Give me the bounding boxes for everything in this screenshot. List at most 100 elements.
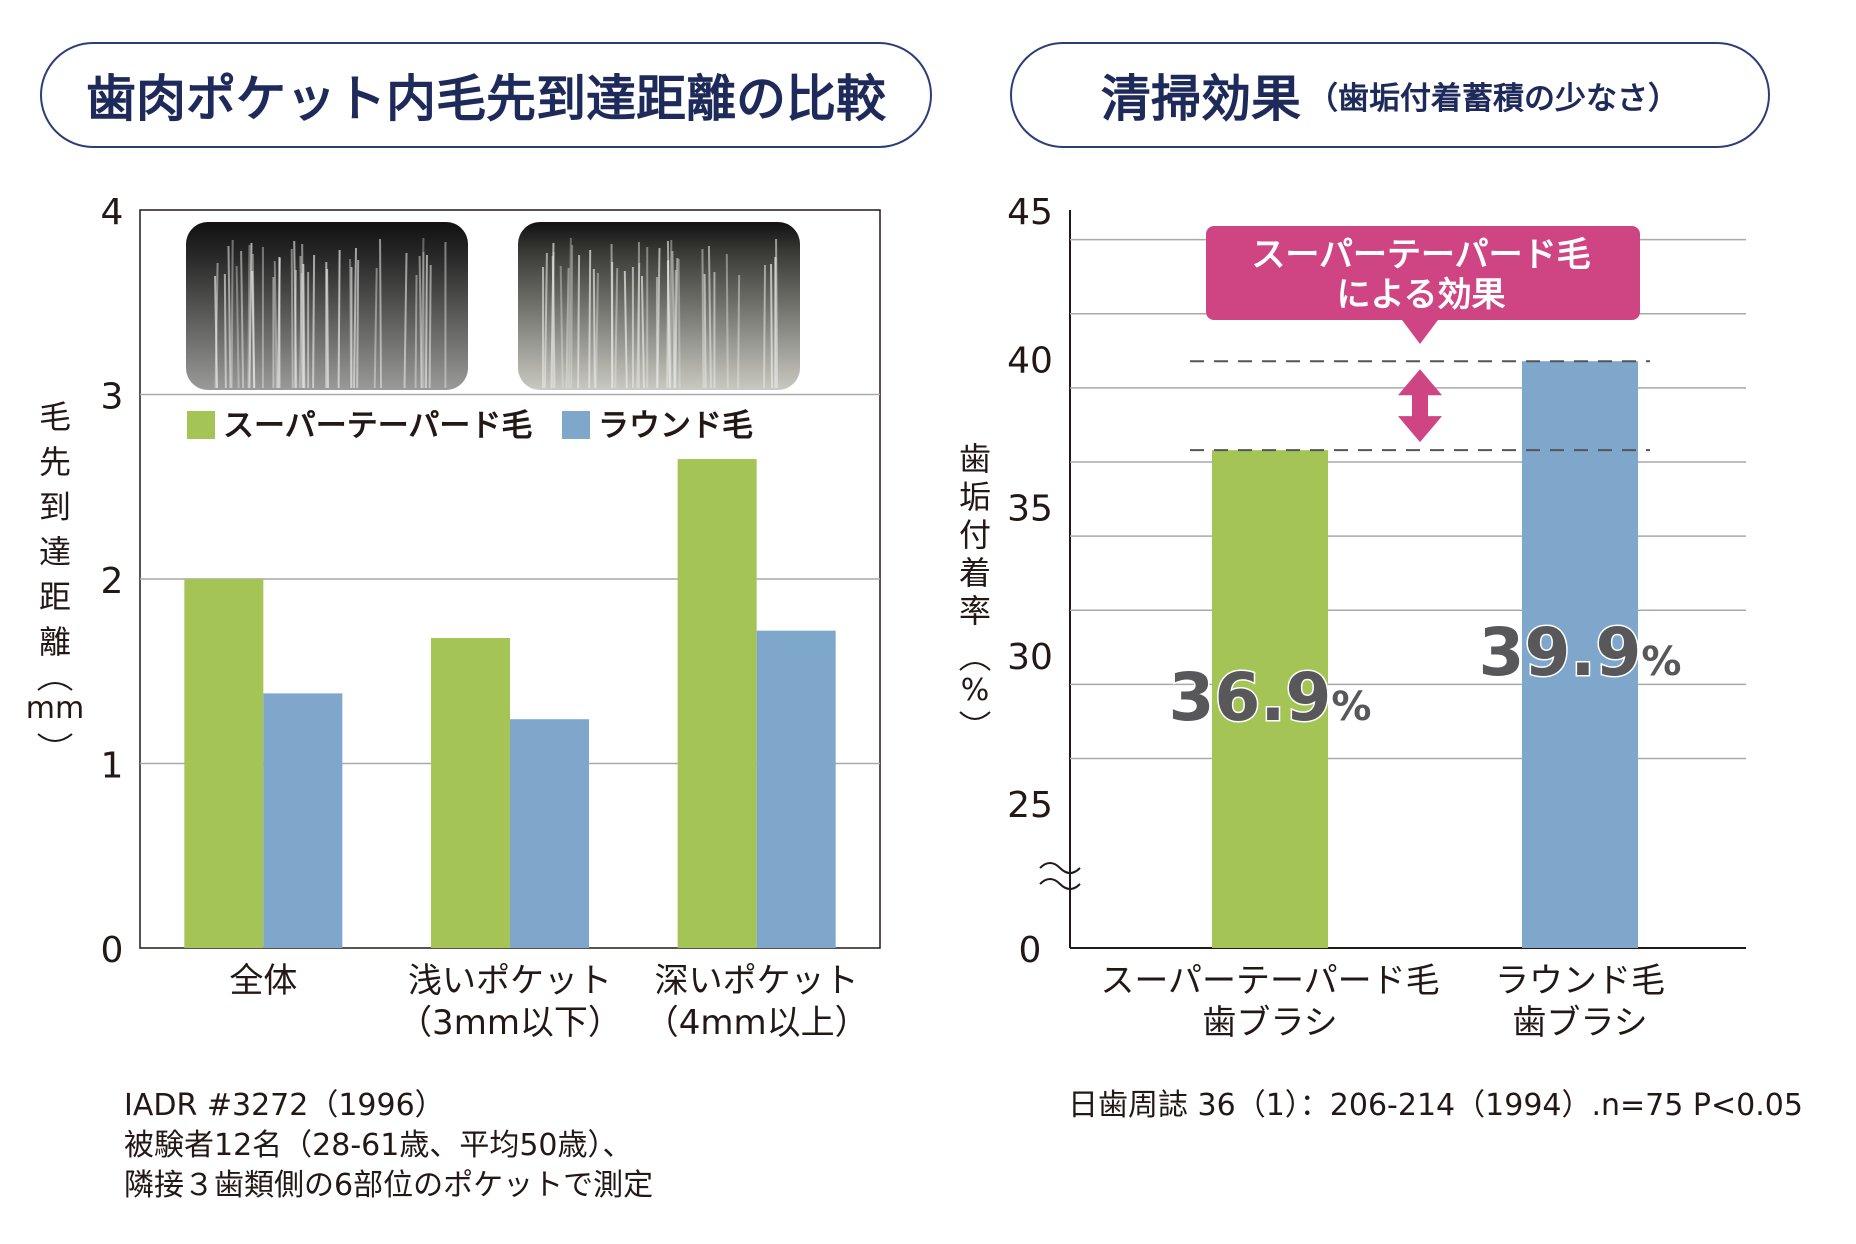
bristle-strand [669,239,673,389]
legend-swatch-round [562,411,590,439]
bristle-strand [214,262,219,389]
right-y-axis-bracket [959,711,991,720]
bristle-strand [248,242,253,389]
left-y-tick-label: 4 [101,192,124,233]
bristle-strand [570,244,574,389]
effect-callout-line: スーパーテーパード毛 [1251,235,1590,275]
right-y-tick-label: 35 [1007,489,1053,530]
right-y-axis-label-char: 付 [959,516,991,554]
right-y-tick-label: 45 [1007,192,1053,233]
bristle-strand [701,248,705,389]
left-x-category-label: 浅いポケット [408,961,612,1001]
left-y-axis-label-char: 達 [39,533,71,571]
super-tapered-bristle-photo [186,222,468,390]
bristle-strand [312,254,316,389]
right-y-axis-label-char: 着 [959,554,991,592]
bristle-strand [666,259,670,389]
bristle-strand [559,265,564,389]
left-y-tick-label: 3 [101,377,124,418]
legend-swatch-super-tapered [187,411,215,439]
left-y-axis-label-char: 距 [39,578,71,616]
left-source-note: IADR #3272（1996） 被験者12名（28-61歳、平均50歳）、 隣… [124,1086,653,1206]
bristle-strand [230,239,234,389]
left-y-tick-label: 0 [101,930,124,971]
bristle-strand [567,237,572,389]
difference-double-arrow [1398,369,1442,443]
bristle-strand [543,252,548,389]
bristle-strand [577,254,581,389]
bristle-strand [614,267,619,389]
bristle-strand [674,257,679,389]
left-x-category-label: 深いポケット [655,961,859,1001]
right-x-category-label: スーパーテーパード毛 [1100,961,1439,1001]
effect-callout-line: による効果 [1337,275,1506,315]
bristle-strand [666,260,671,389]
data-label-number: 36.9 [1169,659,1332,736]
data-label-unit: % [1641,639,1681,685]
bristle-strand [273,260,278,389]
bristle-strand [707,245,712,389]
bristle-strand [247,244,251,389]
left-y-axis-bracket [37,682,73,691]
bristle-strand [349,258,353,389]
left-x-category-label: （4mm以上） [645,1003,869,1043]
right-x-category-label: 歯ブラシ [1512,1003,1647,1043]
bristle-strand [588,249,592,389]
left-y-tick-label: 1 [101,746,124,787]
left-y-axis-label-char: 毛 [39,398,71,436]
right-chart-title: 清掃効果 （歯垢付着蓄積の少なさ） [1010,42,1770,148]
bristle-strand [763,264,767,389]
bristle-strand [770,263,774,389]
left-chart-title-text: 歯肉ポケット内毛先到達距離の比較 [86,70,886,128]
left-bar-super-tapered [677,459,757,948]
right-y-axis-label-char: 率 [959,592,991,630]
data-label-unit: % [1331,684,1371,730]
bristle-strand [293,240,298,389]
bristle-strand [725,253,729,389]
right-note-text: 日歯周誌 36（1）：206-214（1994）.n=75 P<0.05 [1068,1088,1803,1123]
right-x-category-label: 歯ブラシ [1202,1003,1337,1043]
bristle-strand [302,263,306,389]
bristle-strand [592,268,596,389]
left-note-line: IADR #3272（1996） [124,1088,445,1123]
right-data-label: 39.9% [1479,614,1682,691]
left-bar-super-tapered [431,638,510,948]
right-chart-title-sub: （歯垢付着蓄積の少なさ） [1307,80,1679,117]
bristle-strand [227,245,232,389]
left-x-category-label: （3mm以下） [398,1003,622,1043]
bristle-strand [656,247,661,389]
bristle-strand [299,255,304,389]
right-y-tick-label: 0 [1019,930,1042,971]
bristle-strand [737,274,741,389]
data-label-number: 39.9 [1479,614,1642,691]
bristle-strand [677,258,681,389]
bristle-strand [379,238,383,389]
left-bar-super-tapered [184,579,264,948]
left-note-line: 被験者12名（28-61歳、平均50歳）、 [124,1128,633,1163]
bristle-strand [703,273,707,389]
left-y-axis-label-char: 離 [39,623,71,661]
left-y-axis-label-char: mm [26,691,84,726]
right-y-axis-label-char: 歯 [959,440,991,478]
right-y-axis-label-char: 垢 [959,478,991,516]
bristle-strand [420,237,425,389]
bristle-strand [418,255,423,389]
right-data-label: 36.9% [1169,659,1372,736]
bristle-strand [640,275,645,389]
bristle-strand [373,267,378,389]
right-y-tick-label: 40 [1007,340,1053,381]
legend-label: ラウンド毛 [598,408,753,444]
right-y-axis-label-char: % [961,673,990,708]
left-y-tick-label: 2 [101,561,124,602]
right-bar-super-tapered [1212,450,1328,948]
left-y-axis-bracket [37,733,73,742]
bristle-strand [623,270,628,389]
bristle-strand [424,254,428,389]
left-x-category-label: 全体 [229,961,297,1001]
bristle-strand [550,242,555,389]
legend-label: スーパーテーパード毛 [223,408,532,444]
left-y-axis-label-char: 到 [39,488,71,526]
effect-callout-box [1206,226,1640,344]
bristle-strand [337,249,341,389]
right-chart-title-main: 清掃効果 [1101,70,1301,128]
